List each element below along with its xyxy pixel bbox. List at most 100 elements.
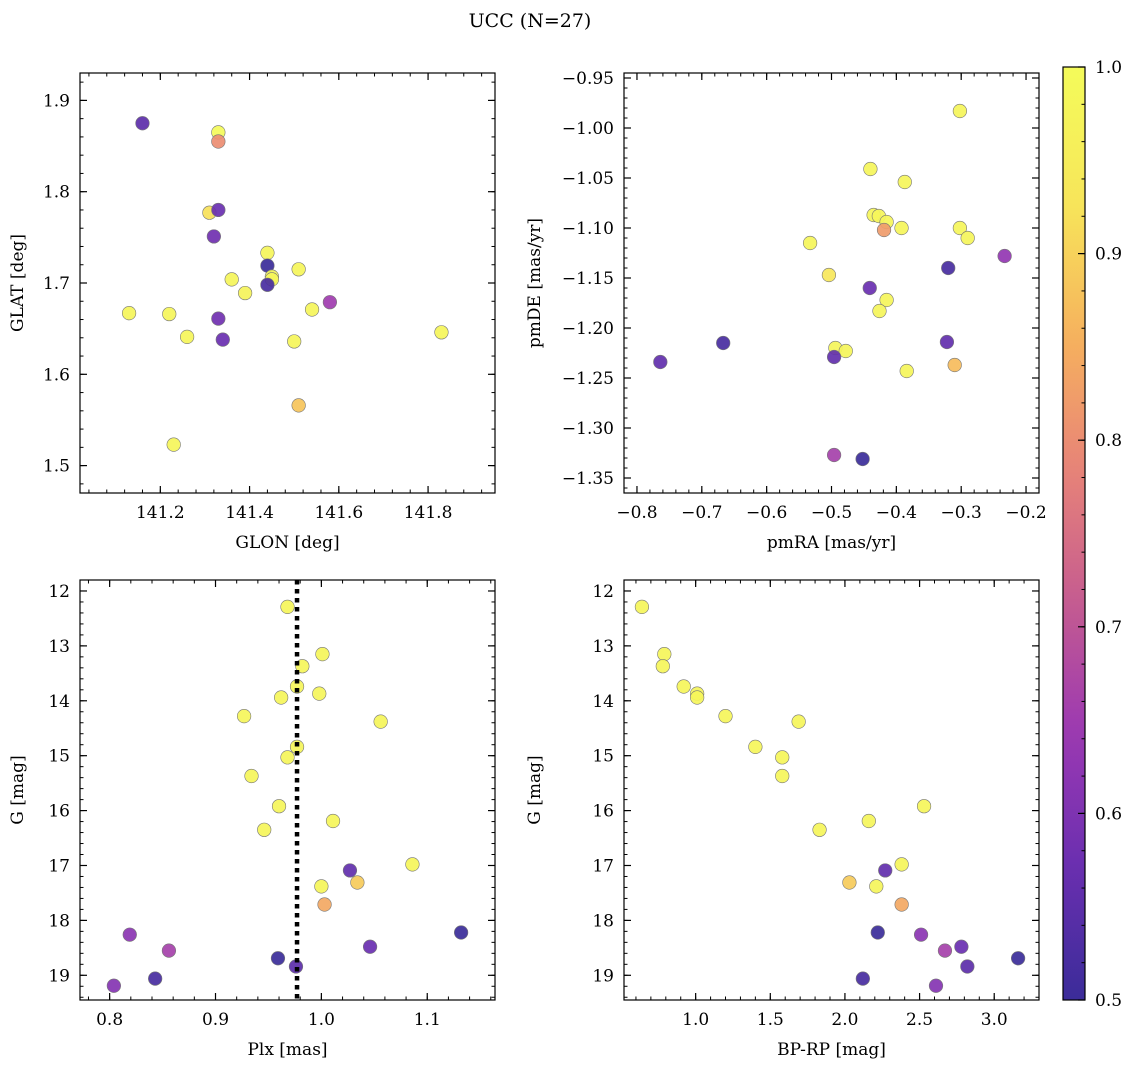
x-tick-label: 0.9	[202, 1010, 229, 1030]
y-tick-label: 1.6	[43, 365, 70, 385]
scatter-point	[952, 103, 967, 119]
scatter-point	[653, 354, 668, 370]
scatter-point	[161, 943, 177, 958]
x-axis-label: pmRA [mas/yr]	[767, 533, 896, 553]
colorbar-tick-label: 0.7	[1095, 618, 1122, 638]
scatter-point	[122, 927, 137, 942]
y-tick-label: 15	[592, 747, 614, 767]
scatter-point	[916, 799, 932, 814]
scatter-point	[211, 311, 226, 326]
scatter-point	[861, 813, 876, 829]
panels: 141.2 141.4 141.6 141.8 1.5 1.6 1.7 1.8 1.9 GLON …	[8, 69, 1047, 1060]
y-tick-label: 19	[48, 966, 70, 986]
scatter-point	[842, 875, 857, 890]
colorbar-tick-label: 0.8	[1095, 431, 1122, 451]
scatter-point	[244, 768, 259, 784]
x-axis-label: Plx [mas]	[247, 1040, 327, 1060]
x-tick-label: 3.0	[981, 1010, 1008, 1030]
scatter-point	[434, 325, 449, 340]
scatter-point	[997, 248, 1012, 264]
y-tick-label: 15	[48, 747, 70, 767]
scatter-point	[106, 978, 121, 993]
scatter-point	[291, 398, 306, 413]
scatter-point	[894, 897, 909, 912]
y-tick-label: 16	[592, 802, 614, 822]
scatter-point	[878, 863, 893, 878]
scatter-point	[179, 329, 195, 344]
y-tick-label: −1.05	[562, 169, 614, 189]
scatter-point	[870, 925, 885, 940]
scatter-point	[913, 927, 929, 942]
scatter-point	[211, 202, 226, 218]
x-tick-label: −0.5	[811, 503, 852, 523]
scatter-point	[952, 220, 967, 236]
x-tick-label: −0.8	[616, 503, 657, 523]
x-tick-label: 141.8	[404, 503, 453, 523]
y-tick-label: 1.5	[43, 457, 70, 477]
y-tick-label: 14	[48, 692, 70, 712]
panel-plx-g: 0.8 0.9 1.0 1.1 12 13 14 15 16 17 18 19 Plx [mas] G […	[8, 579, 496, 1060]
scatter-point	[657, 647, 672, 662]
x-tick-label: 1.0	[308, 1010, 335, 1030]
axes-frame	[79, 72, 496, 494]
scatter-point	[855, 451, 870, 467]
y-tick-label: 13	[48, 637, 70, 657]
scatter-point	[791, 714, 806, 729]
scatter-point	[939, 334, 955, 350]
scatter-point	[135, 116, 150, 131]
scatter-point	[224, 272, 239, 287]
colorbar-tick-label: 0.6	[1095, 804, 1122, 824]
scatter-point	[304, 302, 320, 317]
scatter-point	[280, 750, 295, 765]
scatter-point	[826, 349, 842, 365]
scatter-point	[350, 875, 365, 890]
scatter-point	[775, 768, 790, 784]
y-tick-label: 18	[48, 911, 70, 931]
x-tick-label: −0.7	[681, 503, 722, 523]
y-tick-label: 18	[592, 911, 614, 931]
colorbar-tick-label: 0.5	[1095, 991, 1122, 1011]
axes-frame	[79, 579, 496, 1001]
x-tick-label: 1.5	[757, 1010, 784, 1030]
scatter-point	[872, 303, 887, 319]
scatter-point	[718, 709, 733, 724]
x-tick-label: 141.6	[314, 503, 363, 523]
scatter-point	[899, 363, 914, 379]
x-tick-label: 2.0	[831, 1010, 858, 1030]
scatter-point	[260, 245, 275, 260]
y-tick-label: 1.9	[43, 91, 70, 111]
y-tick-label: 1.7	[43, 274, 70, 294]
scatter-point	[312, 686, 327, 701]
y-tick-label: −1.20	[562, 319, 614, 339]
scatter-point	[405, 857, 420, 872]
scatter-point	[775, 750, 790, 765]
y-tick-label: 17	[592, 856, 614, 876]
scatter-point	[812, 822, 827, 837]
scatter-point	[270, 951, 286, 966]
scatter-point	[960, 230, 975, 246]
scatter-point	[634, 599, 650, 615]
y-tick-label: 13	[592, 637, 614, 657]
scatter-point	[166, 437, 181, 452]
scatter-point	[211, 134, 226, 149]
y-tick-label: −1.35	[562, 469, 614, 489]
scatter-point	[291, 262, 306, 277]
scatter-point	[876, 222, 892, 238]
x-tick-label: 1.1	[414, 1010, 441, 1030]
x-tick-label: 1.0	[682, 1010, 709, 1030]
scatter-point	[148, 971, 163, 986]
panel-glon-glat: 141.2 141.4 141.6 141.8 1.5 1.6 1.7 1.8 1.9 GLON …	[8, 72, 496, 553]
scatter-point	[897, 174, 912, 190]
scatter-point	[869, 879, 884, 894]
scatter-point	[121, 306, 137, 321]
scatter-point	[941, 260, 956, 276]
x-tick-label: −0.3	[941, 503, 982, 523]
scatter-point	[960, 959, 975, 974]
scatter-point	[454, 925, 469, 940]
y-tick-label: 17	[48, 856, 70, 876]
scatter-point	[206, 229, 221, 244]
scatter-point	[314, 879, 329, 894]
scatter-point	[325, 813, 341, 829]
y-tick-label: −1.25	[562, 369, 614, 389]
